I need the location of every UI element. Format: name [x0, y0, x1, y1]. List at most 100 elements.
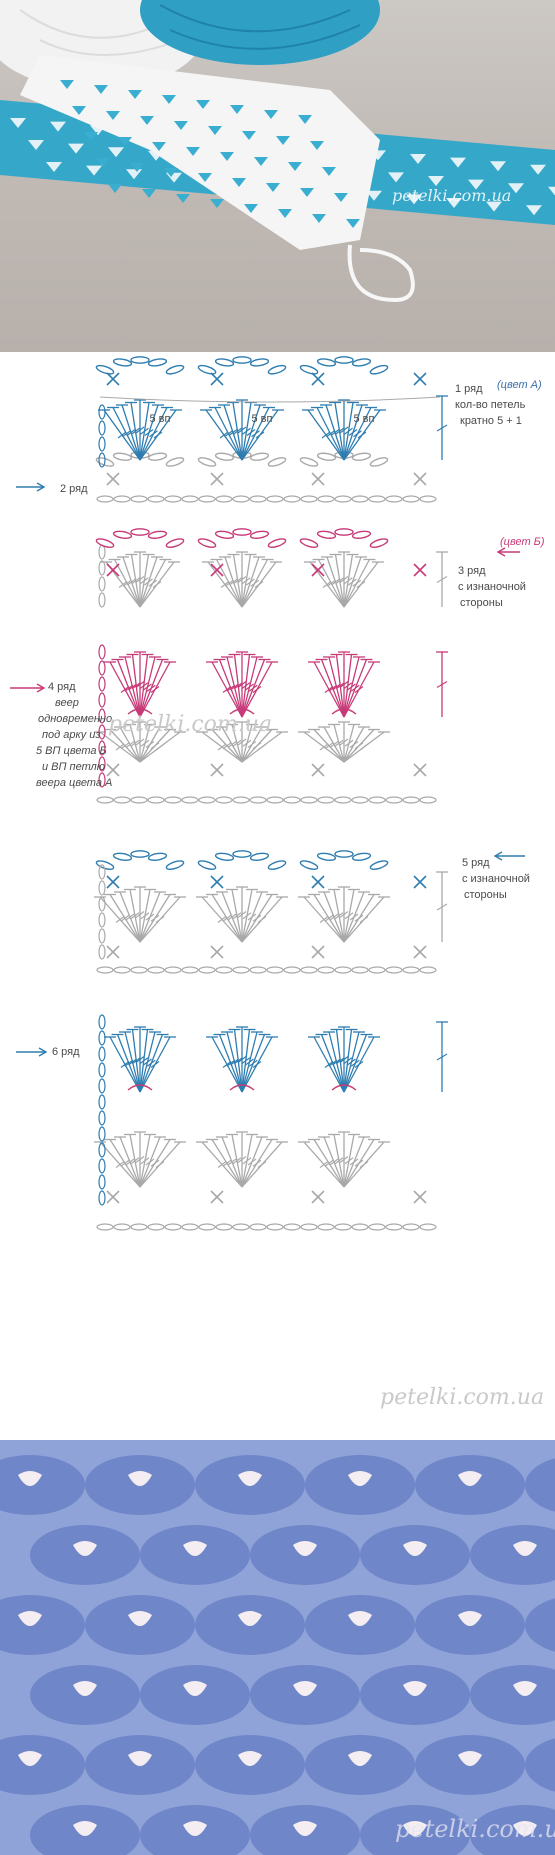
- yarn-loop: [347, 244, 415, 303]
- single-crochet-mark: [311, 372, 325, 386]
- chain-arc-color-b: [95, 528, 185, 548]
- swatch-shell: [208, 126, 222, 135]
- single-crochet-mark: [106, 945, 120, 959]
- swatch-shell: [108, 184, 122, 193]
- swatch-shell: [300, 188, 314, 197]
- turning-chain: [98, 1014, 106, 1206]
- row6-title: 6 ряд: [52, 1046, 80, 1058]
- row3-side: с изнаночной: [458, 581, 526, 593]
- swatch-shell: [232, 178, 246, 187]
- chain-arc-color-a: [95, 356, 185, 375]
- white-heart-stitch: [183, 1541, 207, 1556]
- swatch-shell: [312, 214, 326, 223]
- swatch-shell: [526, 205, 542, 216]
- swatch-shell: [388, 172, 404, 183]
- single-crochet-color-a: [413, 875, 427, 889]
- white-heart-stitch: [293, 1821, 317, 1836]
- row4-title: 4 ряд: [48, 681, 76, 693]
- chart-row-4: [94, 644, 448, 804]
- white-heart-stitch: [348, 1751, 372, 1766]
- swatch-shell: [96, 158, 110, 167]
- swatch-shell: [210, 199, 224, 208]
- bottom-photo: petelki.com.ua: [0, 1440, 555, 1855]
- chain-arc-gray: [197, 451, 287, 467]
- swatch-shell: [128, 90, 142, 99]
- swatch-shell: [108, 147, 124, 158]
- swatch-shell: [94, 85, 108, 94]
- fan-gray: [196, 721, 288, 763]
- chart-rows-1-2: [95, 395, 448, 503]
- swatch-shell: [28, 140, 44, 150]
- row1-multiple: кратно 5 + 1: [460, 415, 522, 427]
- turning-chain: [98, 644, 106, 788]
- swatch-shell: [490, 161, 506, 172]
- row1-color-tag: (цвет А): [497, 379, 542, 391]
- chain-arc-color-a: [197, 356, 287, 375]
- row3-side-2: стороны: [460, 597, 503, 609]
- swatch-shell: [410, 154, 426, 164]
- fan-gray: [196, 886, 288, 943]
- swatch-shell: [508, 183, 524, 194]
- row1-bracket: [99, 396, 441, 403]
- swatch-shell: [220, 152, 234, 161]
- chain-arc-color-a: [299, 356, 389, 375]
- white-heart-stitch: [513, 1681, 537, 1696]
- fan-base-arc: [229, 1084, 255, 1091]
- yarn-shell: [525, 1738, 555, 1792]
- row4-line-2: одновременно: [38, 713, 113, 725]
- single-crochet-mark: [210, 945, 224, 959]
- swatch-shell: [244, 204, 258, 213]
- row6-arrow: [16, 1047, 48, 1057]
- swatch-shell: [346, 219, 360, 228]
- white-heart-stitch: [128, 1751, 152, 1766]
- fan-gray: [202, 551, 282, 608]
- swatch-shell: [198, 173, 212, 182]
- single-crochet-mark: [210, 1190, 224, 1204]
- single-crochet-mark: [413, 372, 427, 386]
- swatch-closeup-illustration: [0, 1455, 555, 1855]
- fan-color-b: [206, 651, 278, 718]
- swatch-shell: [72, 106, 86, 115]
- watermark-top: petelki.com.ua: [392, 186, 512, 205]
- fan-color-a: [308, 1026, 380, 1093]
- swatch-shell: [366, 190, 382, 201]
- fan-color-a: [200, 399, 284, 461]
- row5-side-2: стороны: [464, 889, 507, 901]
- top-photo: petelki.com.ua: [0, 0, 555, 352]
- yarn-and-swatch-illustration: [0, 0, 555, 303]
- yarn-shell: [470, 1805, 555, 1855]
- single-crochet-color-b: [413, 563, 427, 577]
- fan-base-arc: [331, 1084, 357, 1091]
- white-heart-stitch: [513, 1541, 537, 1556]
- swatch-shell: [10, 118, 26, 128]
- single-crochet-mark: [413, 1190, 427, 1204]
- turning-chain: [98, 404, 106, 468]
- swatch-shell: [548, 186, 555, 196]
- row3-color-tag: (цвет Б): [500, 536, 545, 548]
- yarn-shell: [525, 1598, 555, 1652]
- chain-arc-color-a: [299, 850, 389, 870]
- arc-label-1: 5 вп: [149, 413, 171, 425]
- row1-stitch-count: кол-во петель: [455, 399, 526, 411]
- fan-gray: [298, 1131, 390, 1188]
- row4-line-1: веер: [55, 697, 79, 709]
- swatch-shell: [84, 132, 98, 141]
- swatch-shell: [106, 111, 120, 120]
- fan-gray: [100, 551, 180, 608]
- swatch-shell: [406, 194, 422, 205]
- fan-gray: [298, 886, 390, 943]
- fan-base-arc: [127, 1084, 153, 1091]
- swatch-shell: [446, 198, 462, 208]
- swatch-shell: [174, 121, 188, 130]
- single-crochet-mark: [106, 1190, 120, 1204]
- white-heart-stitch: [293, 1541, 317, 1556]
- swatch-shell: [126, 169, 142, 180]
- swatch-shell: [428, 176, 444, 186]
- white-heart-stitch: [18, 1751, 42, 1766]
- row4-line-6: веера цвета А: [36, 777, 113, 789]
- white-heart-stitch: [458, 1471, 482, 1486]
- single-crochet-color-a: [311, 875, 325, 889]
- fan-color-a: [206, 1026, 278, 1093]
- fan-gray: [298, 721, 390, 763]
- crochet-chart: 1 ряд (цвет А) кол-во петель кратно 5 + …: [0, 352, 555, 1440]
